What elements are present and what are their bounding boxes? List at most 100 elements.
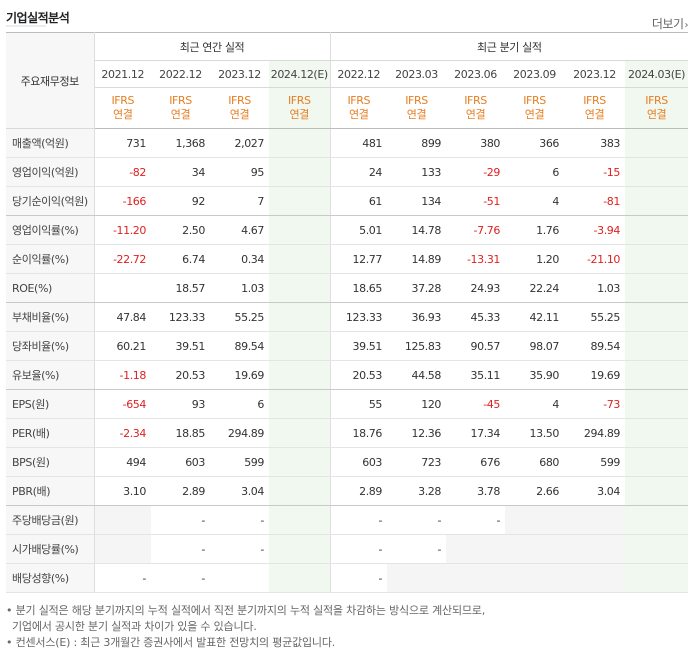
data-cell: -13.31 xyxy=(446,244,506,274)
data-cell: 89.54 xyxy=(564,331,626,361)
data-cell xyxy=(269,476,331,506)
table-row: EPS(원) -654 93 6 55 120 -45 4 -73 xyxy=(6,389,689,419)
data-cell: -21.10 xyxy=(564,244,626,274)
row-label: 시가배당률(%) xyxy=(6,534,95,564)
data-cell: 18.76 xyxy=(330,418,388,448)
data-cell xyxy=(269,128,331,158)
data-cell: 19.69 xyxy=(564,360,626,390)
ifrs-header: IFRS 연결 xyxy=(564,87,626,129)
data-cell xyxy=(625,505,689,535)
data-cell: 4 xyxy=(505,389,565,419)
data-cell: 1.20 xyxy=(505,244,565,274)
more-link[interactable]: 더보기› xyxy=(651,15,689,32)
data-cell: 680 xyxy=(505,447,565,477)
data-cell: 12.36 xyxy=(387,418,447,448)
data-cell: 380 xyxy=(446,128,506,158)
period-header: 2023.12 xyxy=(564,60,626,88)
data-cell xyxy=(625,215,689,245)
data-cell: -7.76 xyxy=(446,215,506,245)
period-header: 2023.09 xyxy=(505,60,565,88)
table-row: 당좌비율(%) 60.21 39.51 89.54 39.51 125.83 90.57 98… xyxy=(6,331,689,361)
header-annual-group: 최근 연간 실적 xyxy=(94,32,331,61)
table-row: 당기순이익(억원) -166 92 7 61 134 -51 4 -81 xyxy=(6,186,689,216)
row-label: 영업이익(억원) xyxy=(6,157,95,187)
data-cell: 366 xyxy=(505,128,565,158)
data-cell: 4.67 xyxy=(210,215,269,245)
data-cell xyxy=(625,128,689,158)
data-cell: - xyxy=(387,505,447,535)
data-cell xyxy=(387,563,447,593)
data-cell: 599 xyxy=(564,447,626,477)
period-header: 2024.03(E) xyxy=(625,60,689,88)
footnote-line: 기업에서 공시한 분기 실적과 차이가 있을 수 있습니다. xyxy=(12,620,257,633)
section-title: 기업실적분석 xyxy=(6,11,70,25)
table-row: PBR(배) 3.10 2.89 3.04 2.89 3.28 3.78 2.66 3.04 xyxy=(6,476,689,506)
data-cell: 45.33 xyxy=(446,302,506,332)
table-row: 순이익률(%) -22.72 6.74 0.34 12.77 14.89 -13.31 1.2… xyxy=(6,244,689,274)
data-cell: 39.51 xyxy=(151,331,210,361)
more-label: 더보기 xyxy=(651,17,684,31)
data-cell: -3.94 xyxy=(564,215,626,245)
ifrs-label: IFRS xyxy=(169,94,192,107)
data-cell xyxy=(505,505,565,535)
data-cell xyxy=(269,505,331,535)
data-cell: -2.34 xyxy=(94,418,151,448)
data-cell: 14.78 xyxy=(387,215,447,245)
data-cell: -22.72 xyxy=(94,244,151,274)
table-row: 영업이익률(%) -11.20 2.50 4.67 5.01 14.78 -7.76 1.76… xyxy=(6,215,689,245)
data-cell: 3.04 xyxy=(210,476,269,506)
data-cell: - xyxy=(387,534,447,564)
row-label: 영업이익률(%) xyxy=(6,215,95,245)
data-cell: 95 xyxy=(210,157,269,187)
data-cell xyxy=(625,476,689,506)
table-row: 영업이익(억원) -82 34 95 24 133 -29 6 -15 xyxy=(6,157,689,187)
data-cell xyxy=(564,563,626,593)
data-cell: 12.77 xyxy=(330,244,388,274)
row-label: PER(배) xyxy=(6,418,95,448)
ifrs-header: IFRS 연결 xyxy=(210,87,269,129)
ifrs-label: IFRS xyxy=(111,94,135,107)
data-cell: 55.25 xyxy=(210,302,269,332)
data-cell: 61 xyxy=(330,186,388,216)
data-cell: 120 xyxy=(387,389,447,419)
data-cell xyxy=(625,389,689,419)
ifrs-label: IFRS xyxy=(583,94,606,107)
consol-label: 연결 xyxy=(349,108,369,121)
data-cell: 899 xyxy=(387,128,447,158)
footnote-line: • 분기 실적은 해당 분기까지의 누적 실적에서 직전 분기까지의 누적 실적… xyxy=(6,604,485,617)
data-cell: 92 xyxy=(151,186,210,216)
table-row: ROE(%) 18.57 1.03 18.65 37.28 24.93 22.24 1.03 xyxy=(6,273,689,303)
data-cell: 5.01 xyxy=(330,215,388,245)
table-row: 시가배당률(%) - - - - xyxy=(6,534,689,564)
data-cell: 123.33 xyxy=(330,302,388,332)
row-label: EPS(원) xyxy=(6,389,95,419)
data-cell: 6 xyxy=(505,157,565,187)
data-cell: - xyxy=(446,505,506,535)
data-cell: 35.11 xyxy=(446,360,506,390)
table-row: 매출액(억원) 731 1,368 2,027 481 899 380 366 383 xyxy=(6,128,689,158)
data-cell: 90.57 xyxy=(446,331,506,361)
table-row: 배당성향(%) - - - xyxy=(6,563,689,593)
data-cell: 123.33 xyxy=(151,302,210,332)
ifrs-label: IFRS xyxy=(405,94,428,107)
data-cell: 44.58 xyxy=(387,360,447,390)
data-cell xyxy=(446,534,506,564)
row-label: 당기순이익(억원) xyxy=(6,186,95,216)
data-cell: -15 xyxy=(564,157,626,187)
data-cell xyxy=(269,534,331,564)
ifrs-header: IFRS 연결 xyxy=(151,87,210,129)
data-cell xyxy=(210,563,269,593)
data-cell xyxy=(94,534,151,564)
data-cell: -654 xyxy=(94,389,151,419)
data-cell xyxy=(564,505,626,535)
data-cell: 1.76 xyxy=(505,215,565,245)
table-row: 유보율(%) -1.18 20.53 19.69 20.53 44.58 35.11 35.9… xyxy=(6,360,689,390)
data-cell: 133 xyxy=(387,157,447,187)
data-cell: -81 xyxy=(564,186,626,216)
footnotes: • 분기 실적은 해당 분기까지의 누적 실적에서 직전 분기까지의 누적 실적… xyxy=(6,603,485,648)
consol-label: 연결 xyxy=(113,108,133,121)
table-row: 주당배당금(원) - - - - - xyxy=(6,505,689,535)
data-cell xyxy=(269,215,331,245)
ifrs-header: IFRS 연결 xyxy=(625,87,689,129)
data-cell xyxy=(269,331,331,361)
